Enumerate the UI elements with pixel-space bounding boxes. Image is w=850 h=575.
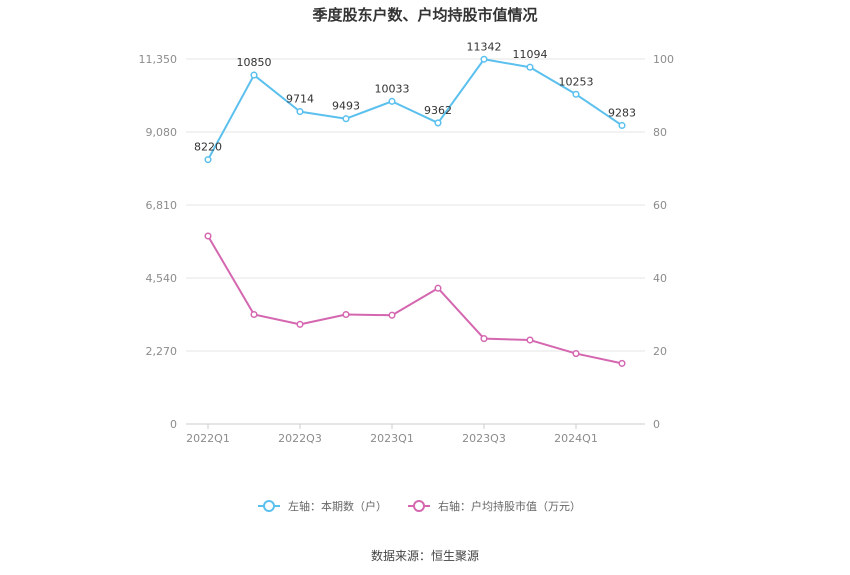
data-labels: 8220 10850 9714 9493 10033 9362 11342 11094 1025… [194, 40, 636, 153]
series [204, 55, 626, 367]
right-axis-tick-label: 0 [653, 418, 660, 431]
data-point[interactable] [250, 310, 258, 319]
data-point[interactable] [526, 336, 534, 344]
data-point[interactable] [296, 108, 304, 116]
data-label: 9714 [286, 93, 314, 106]
axes: 0 0 2,270 20 4,540 40 6,810 60 9,080 80 11,350 100 2… [139, 53, 675, 445]
left-axis-tick-label: 4,540 [146, 272, 178, 285]
data-label: 8220 [194, 141, 222, 154]
right-axis-tick-label: 20 [653, 345, 667, 358]
legend-swatch-marker[interactable] [413, 500, 425, 512]
legend-entry-label[interactable]: 右轴：户均持股市值（万元） [438, 499, 581, 513]
right-axis-tick-label: 80 [653, 126, 667, 139]
data-label: 9493 [332, 100, 360, 113]
chart-title: 季度股东户数、户均持股市值情况 [312, 6, 537, 24]
series-line-1 [207, 235, 623, 365]
data-point[interactable] [572, 90, 580, 98]
legend-swatch-marker[interactable] [263, 500, 275, 512]
data-point[interactable] [618, 359, 626, 367]
x-axis-tick-label: 2023Q1 [370, 432, 414, 445]
data-point[interactable] [618, 121, 626, 130]
x-axis-tick-label: 2023Q3 [462, 432, 506, 445]
x-axis-tick-label: 2022Q1 [186, 432, 230, 445]
data-point[interactable] [250, 71, 258, 79]
data-point[interactable] [480, 335, 488, 343]
left-axis-tick-label: 9,080 [146, 126, 178, 139]
data-label: 11342 [467, 40, 502, 53]
data-label: 10850 [237, 56, 272, 69]
data-point[interactable] [342, 310, 350, 319]
grid-lines [186, 58, 645, 425]
legend[interactable]: 左轴：本期数（户） 右轴：户均持股市值（万元） [258, 499, 581, 513]
left-axis-tick-label: 6,810 [146, 199, 178, 212]
data-label: 10033 [375, 82, 410, 95]
data-label: 9362 [424, 104, 452, 117]
data-point[interactable] [526, 63, 534, 71]
right-axis-tick-label: 100 [653, 53, 674, 66]
data-point[interactable] [434, 284, 442, 292]
legend-entry-label[interactable]: 左轴：本期数（户） [288, 499, 387, 513]
right-axis-tick-label: 40 [653, 272, 667, 285]
data-label: 10253 [559, 75, 594, 88]
x-axis-tick-label: 2022Q3 [278, 432, 322, 445]
data-point[interactable] [572, 350, 580, 358]
right-axis-tick-label: 60 [653, 199, 667, 212]
data-label: 9283 [608, 106, 636, 119]
left-axis-tick-label: 11,350 [139, 53, 178, 66]
x-axis-tick-label: 2024Q1 [554, 432, 598, 445]
data-point[interactable] [480, 55, 488, 63]
data-point[interactable] [388, 311, 396, 319]
left-axis-tick-label: 0 [170, 418, 177, 431]
data-point[interactable] [434, 119, 442, 127]
data-point[interactable] [204, 156, 212, 164]
data-point[interactable] [388, 97, 396, 105]
data-point[interactable] [296, 320, 304, 328]
series-line-0 [207, 58, 623, 161]
left-axis-tick-label: 2,270 [146, 345, 178, 358]
source-note: 数据来源：恒生聚源 [371, 548, 479, 563]
data-label: 11094 [513, 48, 548, 61]
data-point[interactable] [342, 115, 350, 123]
data-point[interactable] [204, 232, 212, 240]
